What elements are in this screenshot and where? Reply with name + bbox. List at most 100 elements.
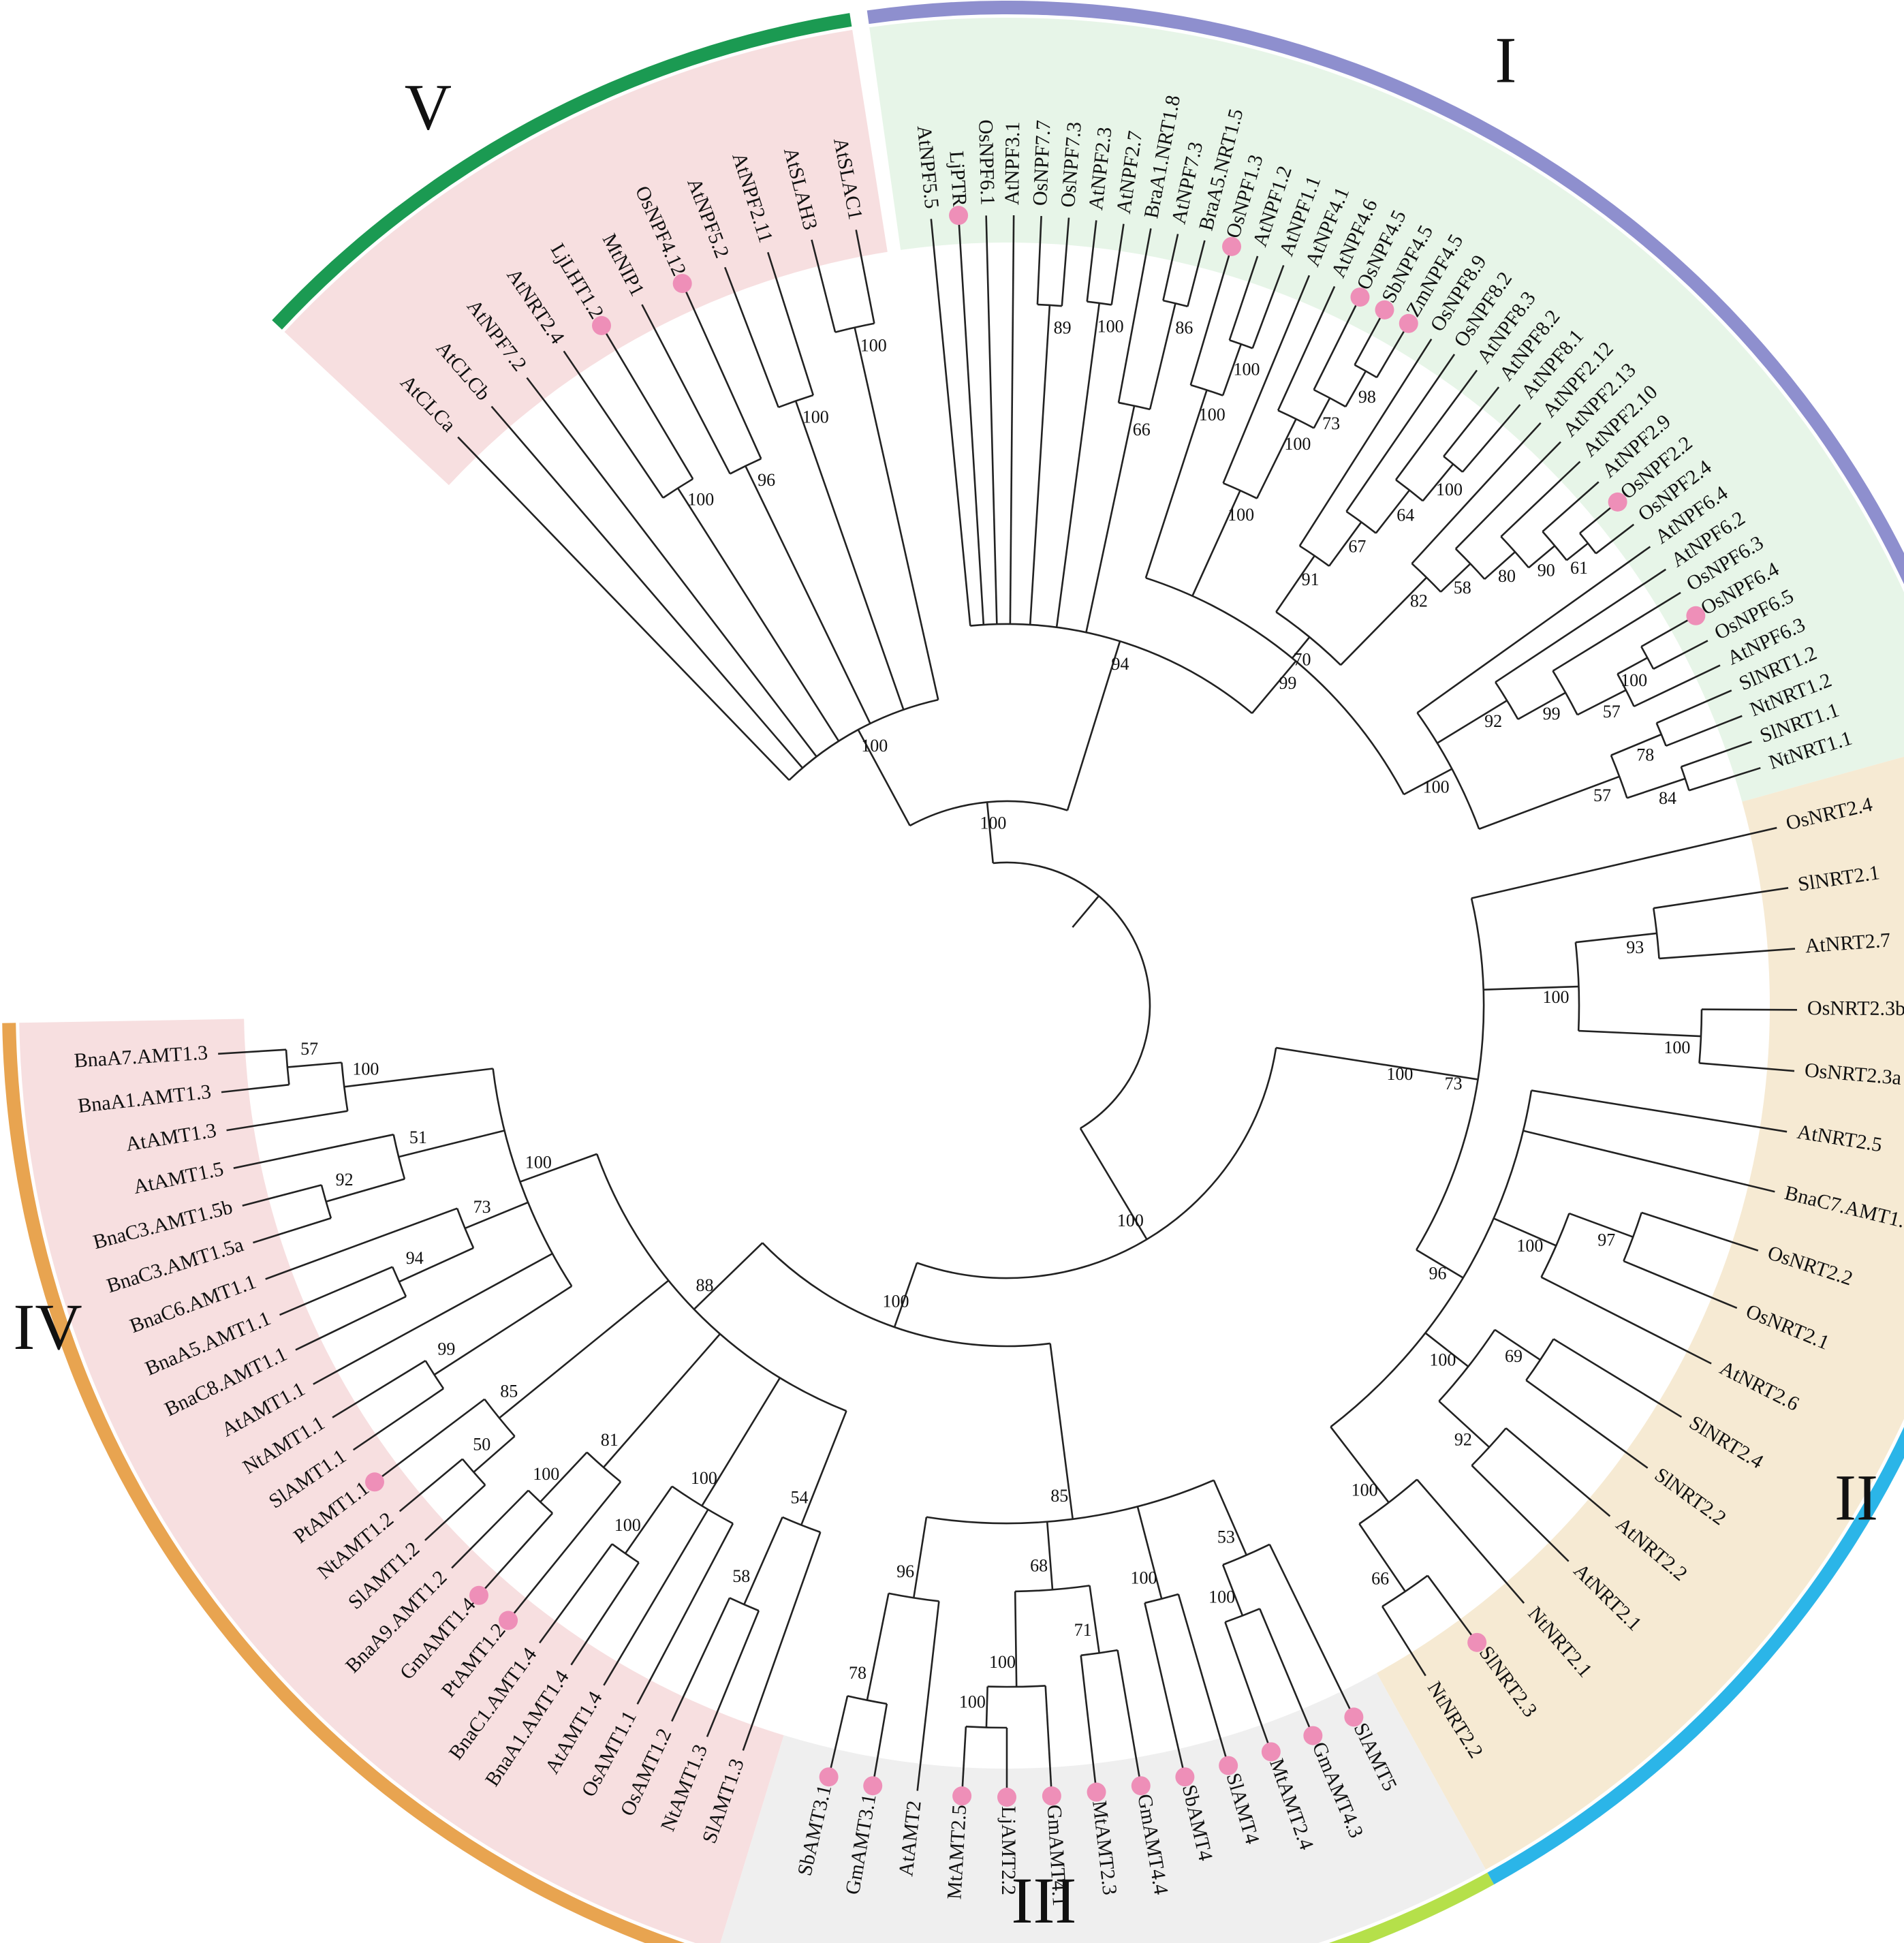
branch-104 [1517, 691, 1566, 720]
branch-75 [1375, 489, 1411, 534]
branch-arc-79 [1443, 455, 1463, 473]
branch-arc-148 [1623, 1212, 1642, 1262]
branch-arc-231 [461, 1458, 486, 1486]
leaf-marker-sbnpf4-5 [1375, 300, 1394, 320]
branch-arc-170 [762, 1242, 1050, 1348]
branch-190 [1014, 1591, 1018, 1687]
branch-54 [1191, 490, 1241, 597]
branch-216 [603, 1509, 709, 1686]
branch-141 [1416, 1249, 1464, 1279]
branch-45 [1251, 660, 1297, 714]
branch-arc-245 [391, 1266, 407, 1297]
branch-182 [1177, 1594, 1229, 1765]
branch-107 [1576, 689, 1627, 716]
branch-69 [1275, 555, 1315, 612]
branch-1 [986, 802, 995, 864]
branch-106 [1552, 591, 1681, 672]
bootstrap-label-73: 100 [525, 1153, 552, 1172]
bootstrap-label-26: 90 [1538, 560, 1555, 580]
bootstrap-label-41: 97 [1597, 1230, 1615, 1249]
clade-numeral-iii: III [1011, 1864, 1076, 1937]
bootstrap-label-61: 54 [790, 1488, 808, 1508]
branch-173 [1213, 1480, 1247, 1556]
bootstrap-label-15: 73 [1322, 414, 1340, 433]
branch-109 [1617, 657, 1648, 675]
branch-56 [1222, 275, 1311, 484]
branch-124 [1079, 1128, 1148, 1240]
bootstrap-label-8: 66 [1133, 420, 1151, 439]
bootstrap-label-75: 51 [409, 1128, 427, 1147]
bootstrap-label-51: 100 [1208, 1587, 1235, 1607]
tree-branches [218, 215, 1797, 1796]
branch-113 [1634, 664, 1721, 708]
bootstrap-label-66: 100 [533, 1464, 559, 1484]
branch-arc-177 [1225, 1608, 1260, 1623]
branch-91 [1528, 545, 1556, 569]
branch-162 [1330, 1426, 1390, 1504]
leaf-marker-ljamt2-2 [997, 1788, 1016, 1807]
branch-30 [1029, 305, 1051, 625]
branch-101 [1437, 700, 1508, 744]
branch-16 [794, 401, 905, 711]
branch-arc-229 [484, 1398, 516, 1437]
branch-arc-51 [1229, 339, 1253, 349]
bootstrap-label-10: 94 [1111, 654, 1129, 674]
branch-40 [1117, 228, 1152, 403]
leaf-marker-ptamt1-2 [499, 1611, 518, 1630]
bootstrap-label-40: 73 [1445, 1074, 1463, 1093]
branch-147 [1568, 1212, 1634, 1238]
branch-97 [1595, 523, 1635, 555]
branch-arc-48 [1190, 384, 1223, 397]
bootstrap-label-45: 100 [1429, 1350, 1456, 1369]
bootstrap-label-24: 58 [1454, 578, 1471, 597]
branch-80 [1443, 386, 1500, 457]
branch-152 [1424, 1332, 1469, 1367]
bootstrap-label-62: 58 [732, 1566, 750, 1586]
branch-241 [313, 1252, 553, 1385]
root-branch [1072, 895, 1099, 928]
branch-67 [1291, 636, 1311, 659]
branch-123 [1689, 766, 1761, 792]
branch-arc-155 [1525, 1338, 1555, 1381]
branch-160 [1505, 1427, 1611, 1517]
branch-122 [1681, 741, 1752, 768]
leaf-marker-osnpf1-3 [1222, 236, 1242, 256]
bootstrap-label-54: 85 [1050, 1486, 1068, 1506]
branch-arc-68 [1275, 611, 1342, 666]
branch-82 [1340, 576, 1428, 666]
branch-119 [1666, 715, 1743, 747]
branch-202 [872, 1703, 888, 1785]
branch-213 [701, 1377, 781, 1507]
clade-sector-iv [19, 1019, 784, 1943]
bootstrap-label-44: 69 [1505, 1346, 1523, 1366]
branch-183 [1144, 1602, 1186, 1776]
branch-262 [218, 1048, 287, 1055]
branch-36 [1086, 220, 1097, 302]
bootstrap-label-58: 96 [896, 1561, 914, 1581]
branch-197 [913, 1517, 928, 1598]
leaf-label-osnrt2-3b: OsNRT2.3b [1807, 997, 1904, 1020]
bootstrap-labels: 100 100 96 100 100 100 89 100 66 86 94 100 100 100 100… [300, 317, 1690, 1712]
branch-100 [1416, 546, 1651, 714]
branch-84 [1411, 422, 1542, 565]
bootstrap-label-47: 100 [1352, 1480, 1378, 1500]
bootstrap-label-49: 100 [1117, 1211, 1144, 1230]
branch-62 [1313, 298, 1360, 390]
branch-128 [1424, 1070, 1478, 1081]
branch-178 [1259, 1608, 1313, 1735]
branch-224 [540, 1451, 588, 1503]
branch-130 [1471, 826, 1777, 899]
branch-157 [1525, 1379, 1649, 1469]
bootstrap-label-63: 100 [691, 1468, 717, 1488]
branch-12 [745, 465, 871, 724]
bootstrap-label-48: 66 [1371, 1568, 1389, 1588]
branch-192 [1044, 1685, 1053, 1795]
bootstrap-label-60: 100 [883, 1292, 909, 1311]
branch-232 [424, 1484, 486, 1541]
leaf-marker-ptamt1-1 [364, 1472, 384, 1492]
clade-sector-i [869, 18, 1904, 802]
branch-200 [866, 1593, 890, 1700]
bootstrap-label-4: 100 [860, 336, 887, 356]
branch-23 [855, 230, 875, 324]
branch-arc-117 [1655, 722, 1667, 747]
